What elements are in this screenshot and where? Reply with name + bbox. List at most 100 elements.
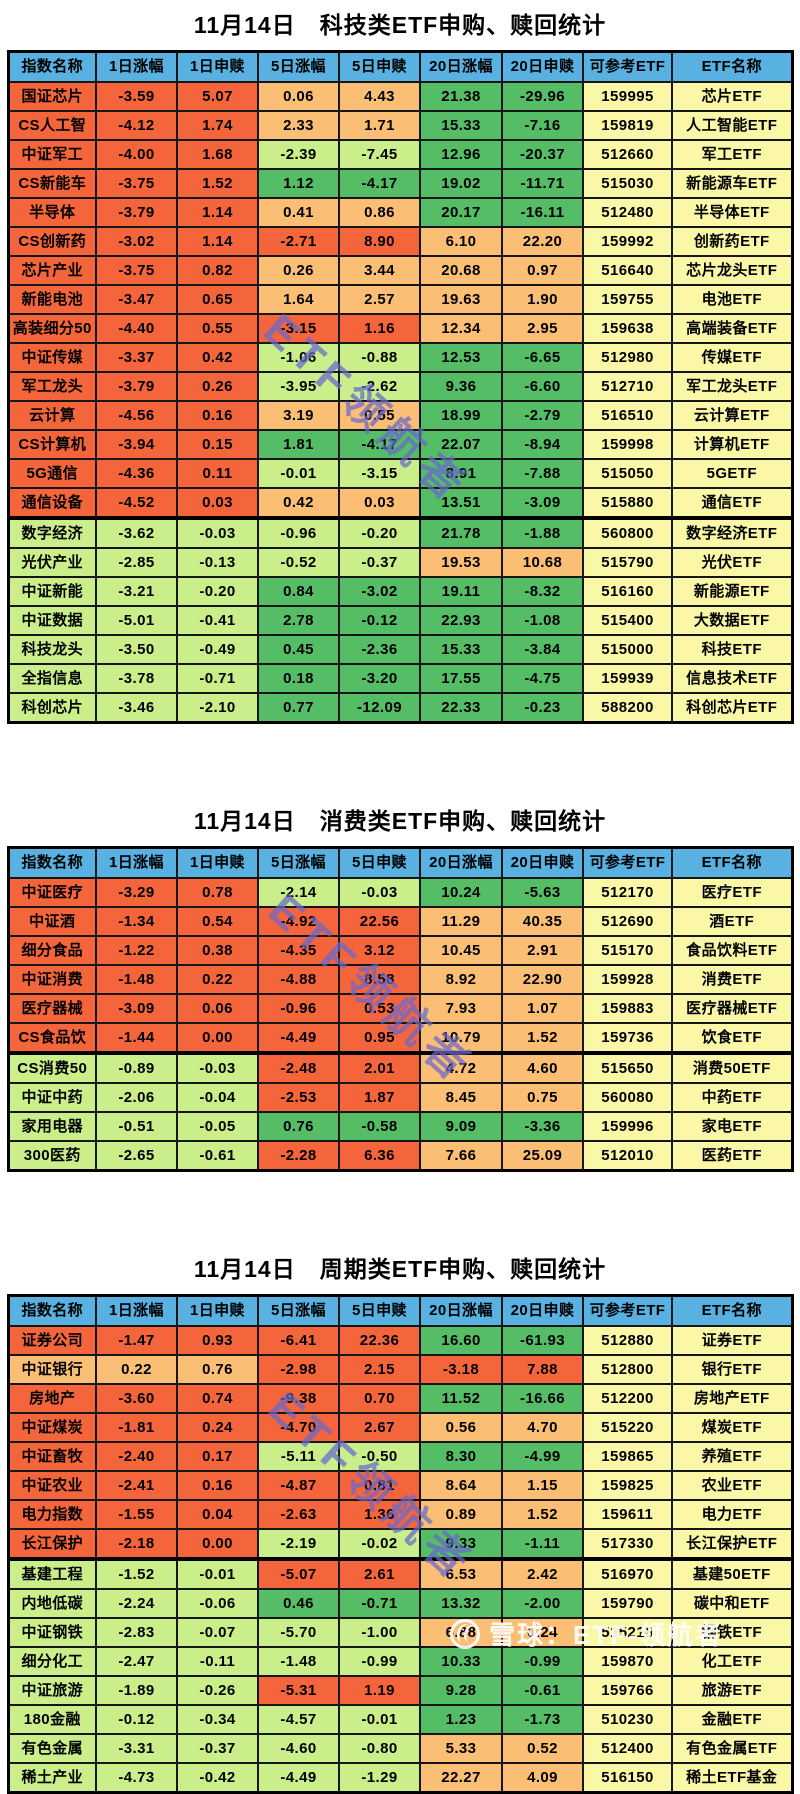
cell-20d-flow: -6.65 <box>501 342 584 373</box>
table-row: 通信设备 -4.52 0.03 0.42 0.03 13.51 -3.09 515880 通信E… <box>7 487 793 519</box>
cell-20d-flow: -6.60 <box>501 371 584 402</box>
cell-5d-change: -4.35 <box>257 935 340 966</box>
cell-20d-change: 10.24 <box>419 877 503 908</box>
cell-20d-change: 8.92 <box>419 964 503 995</box>
cell-5d-change: -1.48 <box>257 1646 340 1677</box>
cell-index-name: 中证煤炭 <box>7 1412 97 1443</box>
cell-index-name: 有色金属 <box>7 1733 97 1764</box>
cell-etf-name: 煤炭ETF <box>671 1412 793 1443</box>
table-section-tech: 11月14日 科技类ETF申购、赎回统计 指数名称 1日涨幅 1日申赎 5日涨幅 5日申… <box>0 8 800 724</box>
table-row: 医疗器械 -3.09 0.06 -0.96 0.53 7.93 1.07 159883 医疗器械… <box>7 993 793 1024</box>
cell-20d-change: 12.53 <box>419 342 503 373</box>
table-row: 中证传媒 -3.37 0.42 -1.06 -0.88 12.53 -6.65 512980 传… <box>7 342 793 373</box>
cell-etf-name: 旅游ETF <box>671 1675 793 1706</box>
cell-20d-change: 19.53 <box>419 547 503 578</box>
cell-1d-change: -3.50 <box>95 634 178 665</box>
cell-1d-flow: -0.49 <box>176 634 259 665</box>
cell-5d-flow: -0.02 <box>338 1528 421 1560</box>
cell-1d-flow: 0.06 <box>176 993 259 1024</box>
cell-20d-change: 22.27 <box>419 1762 503 1794</box>
cell-index-name: 国证芯片 <box>7 81 97 112</box>
table-row: 中证消费 -1.48 0.22 -4.88 8.58 8.92 22.90 159928 消费E… <box>7 964 793 995</box>
cell-index-name: 稀土产业 <box>7 1762 97 1794</box>
cell-index-name: 新能电池 <box>7 284 97 315</box>
cell-5d-change: -4.92 <box>257 906 340 937</box>
cell-20d-change: 15.33 <box>419 110 503 141</box>
cell-etf-code: 159865 <box>582 1441 673 1472</box>
cell-5d-flow: 3.44 <box>338 255 421 286</box>
cell-etf-code: 159790 <box>582 1588 673 1619</box>
cell-etf-code: 560080 <box>582 1082 673 1113</box>
cell-5d-flow: -12.09 <box>338 692 421 724</box>
cell-etf-name: 家电ETF <box>671 1111 793 1142</box>
cell-20d-flow: 22.20 <box>501 226 584 257</box>
cell-20d-change: 6.10 <box>419 226 503 257</box>
cell-1d-flow: 0.65 <box>176 284 259 315</box>
cell-1d-flow: -0.06 <box>176 1588 259 1619</box>
cell-etf-code: 512800 <box>582 1354 673 1385</box>
table-row: 芯片产业 -3.75 0.82 0.26 3.44 20.68 0.97 516640 芯片龙头… <box>7 255 793 286</box>
table-row: 半导体 -3.79 1.14 0.41 0.86 20.17 -16.11 512480 半导体… <box>7 197 793 228</box>
cell-index-name: 光伏产业 <box>7 547 97 578</box>
cell-20d-flow: -0.61 <box>501 1675 584 1706</box>
cell-5d-change: -6.41 <box>257 1325 340 1356</box>
cell-etf-name: 大数据ETF <box>671 605 793 636</box>
table-row: 中证农业 -2.41 0.16 -4.87 0.81 8.64 1.15 159825 农业ET… <box>7 1470 793 1501</box>
cell-1d-change: -4.12 <box>95 110 178 141</box>
cell-20d-flow: -3.09 <box>501 487 584 519</box>
table-row: 家用电器 -0.51 -0.05 0.76 -0.58 9.09 -3.36 159996 家电… <box>7 1111 793 1142</box>
header-row: 指数名称 1日涨幅 1日申赎 5日涨幅 5日申赎 20日涨幅 20日申赎 可参考ETF ETF名… <box>7 50 793 83</box>
cell-index-name: 中证数据 <box>7 605 97 636</box>
column-header-index-name: 指数名称 <box>7 846 97 879</box>
cell-etf-code: 517330 <box>582 1528 673 1560</box>
cell-1d-change: -3.94 <box>95 429 178 460</box>
cell-5d-flow: -0.80 <box>338 1733 421 1764</box>
cell-index-name: 医疗器械 <box>7 993 97 1024</box>
cell-etf-code: 510230 <box>582 1704 673 1735</box>
table-row: 中证医疗 -3.29 0.78 -2.14 -0.03 10.24 -5.63 512170 医… <box>7 877 793 908</box>
cell-etf-code: 159992 <box>582 226 673 257</box>
cell-1d-flow: 1.14 <box>176 197 259 228</box>
cell-1d-flow: -0.41 <box>176 605 259 636</box>
cell-5d-flow: -2.36 <box>338 634 421 665</box>
cell-etf-code: 516510 <box>582 400 673 431</box>
cell-etf-code: 512660 <box>582 139 673 170</box>
cell-20d-flow: -7.16 <box>501 110 584 141</box>
cell-5d-flow: -0.58 <box>338 1111 421 1142</box>
cell-5d-change: 0.26 <box>257 255 340 286</box>
cell-1d-change: -5.01 <box>95 605 178 636</box>
cell-5d-change: -4.70 <box>257 1412 340 1443</box>
cell-index-name: 中证畜牧 <box>7 1441 97 1472</box>
cell-5d-flow: 0.81 <box>338 1470 421 1501</box>
cell-5d-flow: -0.01 <box>338 1704 421 1735</box>
cell-etf-code: 515030 <box>582 168 673 199</box>
cell-20d-change: 8.64 <box>419 1470 503 1501</box>
cell-5d-flow: 4.43 <box>338 81 421 112</box>
cell-index-name: 房地产 <box>7 1383 97 1414</box>
table-row: 中证畜牧 -2.40 0.17 -5.11 -0.50 8.30 -4.99 159865 养殖… <box>7 1441 793 1472</box>
cell-1d-change: -4.36 <box>95 458 178 489</box>
cell-20d-change: 7.93 <box>419 993 503 1024</box>
cell-5d-change: -2.48 <box>257 1051 340 1084</box>
cell-5d-flow: 0.03 <box>338 487 421 519</box>
cell-index-name: CS新能车 <box>7 168 97 199</box>
cell-index-name: CS创新药 <box>7 226 97 257</box>
table-row: 中证旅游 -1.89 -0.26 -5.31 1.19 9.28 -0.61 159766 旅游… <box>7 1675 793 1706</box>
cell-etf-name: 新能源车ETF <box>671 168 793 199</box>
cell-20d-flow: 10.68 <box>501 547 584 578</box>
table-row: 300医药 -2.65 -0.61 -2.28 6.36 7.66 25.09 512010 医… <box>7 1140 793 1172</box>
cell-20d-flow: -0.23 <box>501 692 584 724</box>
column-header-20d-change: 20日涨幅 <box>419 50 503 83</box>
cell-etf-code: 159819 <box>582 110 673 141</box>
cell-etf-name: 云计算ETF <box>671 400 793 431</box>
cell-20d-flow: 1.52 <box>501 1022 584 1054</box>
cell-20d-change: 18.99 <box>419 400 503 431</box>
cell-1d-flow: 1.52 <box>176 168 259 199</box>
cell-index-name: 中证酒 <box>7 906 97 937</box>
cell-1d-change: -3.46 <box>95 692 178 724</box>
cell-20d-flow: 25.09 <box>501 1140 584 1172</box>
cell-etf-code: 159996 <box>582 1111 673 1142</box>
cell-index-name: 中证钢铁 <box>7 1617 97 1648</box>
cell-etf-name: 养殖ETF <box>671 1441 793 1472</box>
cell-1d-change: -3.78 <box>95 663 178 694</box>
